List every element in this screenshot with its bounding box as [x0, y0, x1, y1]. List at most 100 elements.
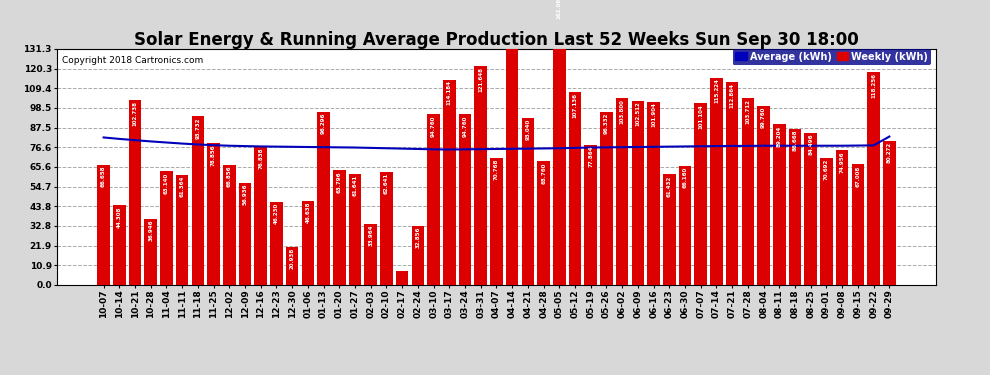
- Text: 63.140: 63.140: [164, 172, 169, 194]
- Text: 78.856: 78.856: [211, 144, 216, 165]
- Text: 76.838: 76.838: [258, 148, 263, 169]
- Bar: [145, 219, 157, 285]
- Bar: [632, 100, 644, 285]
- Bar: [192, 116, 204, 285]
- Text: 162.080: 162.080: [556, 0, 562, 19]
- Bar: [851, 164, 864, 285]
- Bar: [695, 103, 707, 285]
- Bar: [113, 205, 126, 285]
- Bar: [474, 66, 487, 285]
- Text: 80.272: 80.272: [887, 141, 892, 163]
- Text: 101.104: 101.104: [698, 104, 703, 129]
- Text: 77.864: 77.864: [588, 146, 593, 167]
- Text: 93.040: 93.040: [526, 118, 531, 140]
- Bar: [458, 114, 471, 285]
- Text: Copyright 2018 Cartronics.com: Copyright 2018 Cartronics.com: [61, 56, 203, 65]
- Text: 46.230: 46.230: [274, 203, 279, 224]
- Text: 84.496: 84.496: [808, 134, 813, 155]
- Text: 56.936: 56.936: [243, 183, 248, 205]
- Bar: [522, 118, 535, 285]
- Text: 44.308: 44.308: [117, 206, 122, 228]
- Text: 99.760: 99.760: [761, 106, 766, 128]
- Text: 70.692: 70.692: [824, 159, 829, 180]
- Bar: [444, 80, 455, 285]
- Bar: [616, 98, 629, 285]
- Bar: [836, 150, 848, 285]
- Bar: [348, 174, 361, 285]
- Text: 118.256: 118.256: [871, 73, 876, 98]
- Text: 20.938: 20.938: [290, 248, 295, 270]
- Text: 62.641: 62.641: [384, 173, 389, 195]
- Text: 32.856: 32.856: [416, 227, 421, 248]
- Text: 102.738: 102.738: [133, 101, 138, 126]
- Bar: [129, 100, 142, 285]
- Bar: [380, 172, 393, 285]
- Bar: [270, 202, 283, 285]
- Bar: [396, 271, 409, 285]
- Bar: [239, 183, 251, 285]
- Text: 70.768: 70.768: [494, 159, 499, 180]
- Bar: [364, 224, 377, 285]
- Bar: [538, 161, 549, 285]
- Bar: [820, 158, 833, 285]
- Text: 102.512: 102.512: [636, 102, 641, 126]
- Bar: [302, 201, 314, 285]
- Bar: [553, 0, 565, 285]
- Bar: [883, 141, 896, 285]
- Bar: [600, 112, 613, 285]
- Bar: [97, 165, 110, 285]
- Bar: [428, 114, 440, 285]
- Bar: [726, 82, 739, 285]
- Text: 112.864: 112.864: [730, 83, 735, 108]
- Bar: [207, 143, 220, 285]
- Bar: [569, 92, 581, 285]
- Legend: Average (kWh), Weekly (kWh): Average (kWh), Weekly (kWh): [733, 49, 932, 64]
- Text: 107.136: 107.136: [572, 93, 577, 118]
- Text: 61.432: 61.432: [667, 176, 672, 196]
- Text: 114.184: 114.184: [446, 81, 451, 105]
- Text: 66.160: 66.160: [682, 167, 688, 188]
- Bar: [412, 226, 424, 285]
- Bar: [254, 147, 267, 285]
- Text: 36.946: 36.946: [148, 219, 153, 241]
- Bar: [710, 78, 723, 285]
- Bar: [506, 0, 519, 285]
- Bar: [663, 174, 675, 285]
- Text: 94.760: 94.760: [462, 116, 467, 137]
- Title: Solar Energy & Running Average Production Last 52 Weeks Sun Sep 30 18:00: Solar Energy & Running Average Productio…: [134, 31, 859, 49]
- Text: 68.760: 68.760: [542, 162, 546, 183]
- Text: 121.648: 121.648: [478, 67, 483, 92]
- Text: 93.732: 93.732: [195, 117, 200, 139]
- Bar: [333, 170, 346, 285]
- Bar: [584, 145, 597, 285]
- Text: 66.658: 66.658: [101, 166, 106, 188]
- Bar: [789, 129, 801, 285]
- Text: 61.364: 61.364: [180, 176, 185, 197]
- Text: 115.224: 115.224: [714, 79, 719, 104]
- Bar: [318, 112, 330, 285]
- Text: 86.668: 86.668: [793, 130, 798, 152]
- Bar: [679, 166, 691, 285]
- Text: 63.796: 63.796: [337, 171, 342, 193]
- Text: 67.008: 67.008: [855, 165, 860, 187]
- Bar: [647, 102, 660, 285]
- Text: 96.332: 96.332: [604, 112, 609, 134]
- Bar: [867, 72, 880, 285]
- Bar: [805, 133, 817, 285]
- Bar: [286, 248, 298, 285]
- Text: 89.204: 89.204: [777, 125, 782, 147]
- Text: 94.760: 94.760: [431, 116, 437, 137]
- Text: 61.641: 61.641: [352, 175, 357, 196]
- Bar: [223, 165, 236, 285]
- Bar: [757, 105, 770, 285]
- Text: 101.904: 101.904: [651, 102, 656, 128]
- Text: 74.956: 74.956: [840, 151, 844, 172]
- Text: 66.856: 66.856: [227, 166, 232, 187]
- Text: 103.800: 103.800: [620, 99, 625, 124]
- Bar: [742, 98, 754, 285]
- Text: 46.638: 46.638: [305, 202, 311, 223]
- Text: 103.712: 103.712: [745, 99, 750, 124]
- Bar: [160, 171, 173, 285]
- Bar: [773, 124, 786, 285]
- Text: 96.296: 96.296: [321, 112, 326, 134]
